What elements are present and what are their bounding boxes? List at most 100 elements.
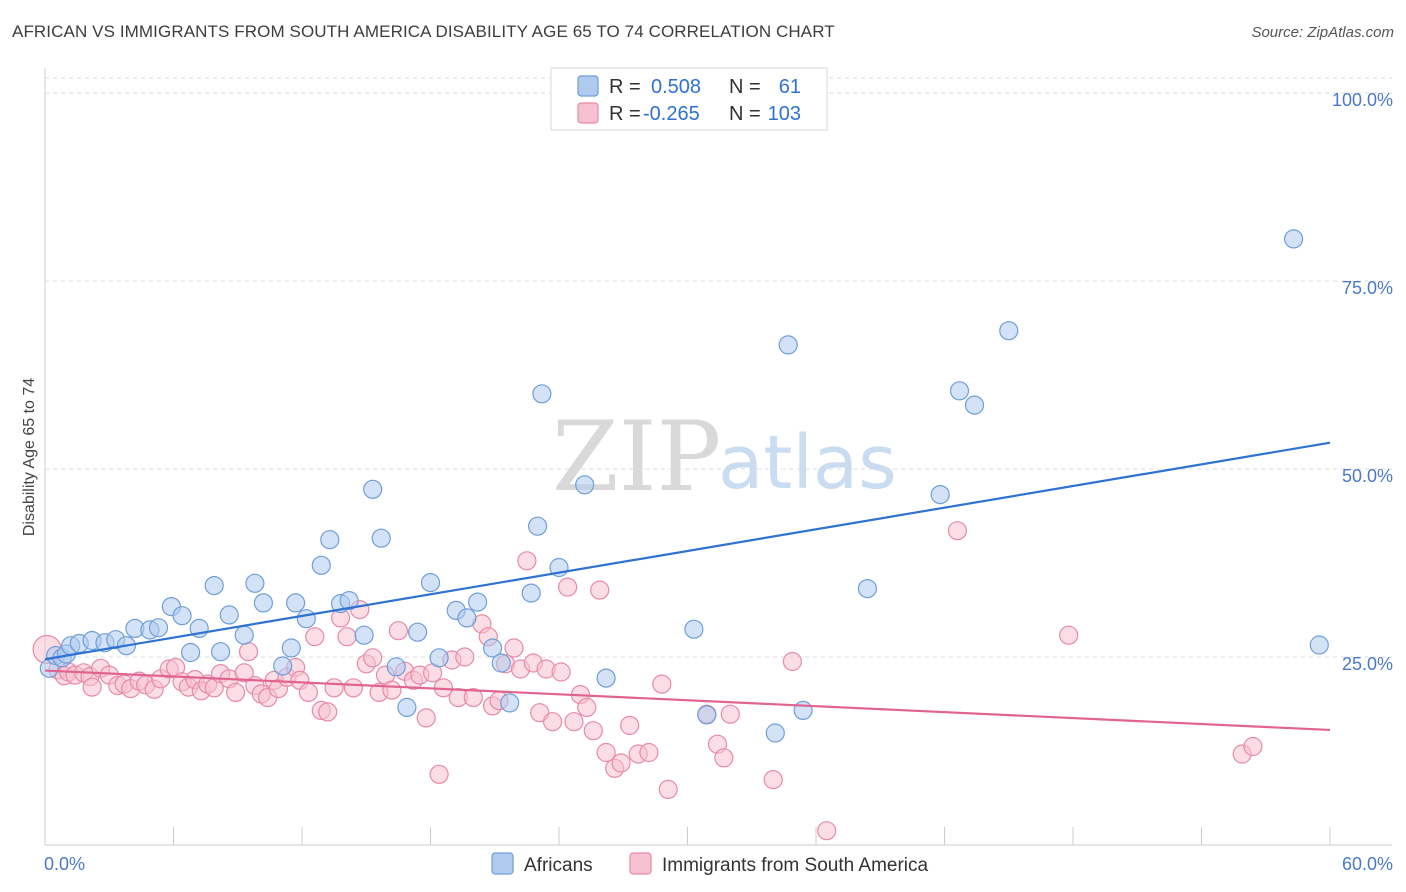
bottom-legend-immigrants: Immigrants from South America <box>662 855 929 876</box>
legend-box: R = 0.508 N = 61 R = -0.265 N = 103 <box>550 67 828 131</box>
legend-n-value-africans: 61 <box>779 76 801 98</box>
africans-trend-line <box>44 441 1331 661</box>
immigrants-point-96 <box>782 651 803 672</box>
africans-point-30 <box>339 590 359 611</box>
africans-point-52 <box>697 705 717 725</box>
africans-point-28 <box>320 530 340 550</box>
immigrants-point-76 <box>551 662 571 682</box>
immigrants-point-44 <box>337 627 357 647</box>
y-tick-label-3: 100.0% <box>1332 90 1393 110</box>
africans-point-12 <box>148 618 169 638</box>
africans-point-33 <box>371 528 391 548</box>
africans-point-21 <box>245 573 265 593</box>
trend-lines <box>44 441 1331 732</box>
legend-swatch-immigrants <box>577 102 599 124</box>
africans-point-51 <box>684 619 704 639</box>
africans-point-56 <box>857 578 878 599</box>
y-tick-label-2: 75.0% <box>1342 278 1393 298</box>
immigrants-point-78 <box>564 712 584 732</box>
immigrants-point-27 <box>226 682 246 703</box>
africans-point-32 <box>363 479 383 499</box>
immigrants-point-80 <box>577 697 597 718</box>
x-tick-labels: 0.0% 60.0% <box>44 854 1393 874</box>
legend-n-label-africans: N = <box>729 76 761 98</box>
legend-n-label-immigrants: N = <box>729 103 761 125</box>
immigrants-point-28 <box>234 663 254 683</box>
immigrants-point-83 <box>596 742 616 763</box>
africans-point-38 <box>429 648 449 668</box>
africans-point-37 <box>420 572 441 593</box>
africans-point-59 <box>964 395 985 415</box>
africans-point-27 <box>311 555 331 575</box>
africans-point-31 <box>354 625 374 645</box>
watermark-atlas: atlas <box>718 420 897 506</box>
immigrants-point-39 <box>305 627 325 647</box>
africans-point-55 <box>793 700 813 721</box>
chart-title: AFRICAN VS IMMIGRANTS FROM SOUTH AMERICA… <box>12 22 835 41</box>
africans-point-36 <box>408 622 428 642</box>
immigrants-point-42 <box>324 678 344 698</box>
africans-point-58 <box>949 381 970 401</box>
africans-point-19 <box>219 605 239 625</box>
immigrants-point-56 <box>416 708 436 728</box>
y-tick-label-1: 50.0% <box>1342 466 1393 486</box>
africans-point-60 <box>999 321 1019 341</box>
bottom-legend-africans: Africans <box>524 855 593 876</box>
immigrants-point-99 <box>1059 625 1079 645</box>
africans-point-45 <box>521 583 541 603</box>
immigrants-point-58 <box>429 764 449 784</box>
y-tick-labels: 25.0% 50.0% 75.0% 100.0% <box>1332 90 1393 674</box>
africans-point-25 <box>286 593 306 613</box>
africans-point-35 <box>397 697 417 718</box>
africans-point-18 <box>211 642 231 662</box>
immigrants-point-29 <box>238 642 259 662</box>
africans-point-62 <box>1309 635 1329 655</box>
legend-n-value-immigrants: 103 <box>768 103 801 125</box>
immigrants-point-77 <box>557 577 578 597</box>
africans-point-22 <box>253 593 273 613</box>
africans-point-57 <box>930 485 950 505</box>
immigrants-point-63 <box>463 687 483 708</box>
y-tick-label-0: 25.0% <box>1342 654 1393 674</box>
immigrants-point-90 <box>658 779 678 800</box>
immigrants-point-94 <box>720 704 740 724</box>
immigrants-point-38 <box>298 682 318 703</box>
bottom-legend: Africans Immigrants from South America <box>491 852 929 876</box>
x-tick-label-0: 0.0% <box>44 854 85 874</box>
y-axis-label: Disability Age 65 to 74 <box>21 378 38 536</box>
legend-r-label-africans: R = <box>609 76 641 98</box>
series-africans-points <box>39 229 1329 743</box>
immigrants-point-85 <box>611 753 631 773</box>
africans-point-23 <box>273 656 293 676</box>
immigrants-point-97 <box>817 821 837 841</box>
immigrants-trend-line <box>44 669 1331 732</box>
legend-r-label-immigrants: R = <box>609 103 641 125</box>
legend-r-value-africans: 0.508 <box>651 76 701 98</box>
immigrants-point-41 <box>318 702 338 722</box>
africans-point-14 <box>172 606 192 626</box>
immigrants-point-62 <box>455 647 475 667</box>
africans-point-20 <box>234 625 254 645</box>
source-label: Source: ZipAtlas.com <box>1251 24 1394 41</box>
immigrants-point-88 <box>639 742 659 763</box>
immigrants-point-86 <box>620 715 640 736</box>
immigrants-point-75 <box>542 712 563 732</box>
africans-point-17 <box>204 575 224 596</box>
africans-point-44 <box>500 693 520 713</box>
watermark: ZIP atlas <box>552 401 897 513</box>
africans-point-50 <box>596 668 616 688</box>
africans-point-43 <box>491 653 511 673</box>
africans-point-46 <box>527 516 548 536</box>
africans-point-54 <box>778 335 798 355</box>
immigrants-point-7 <box>82 677 102 697</box>
africans-point-26 <box>296 609 316 629</box>
immigrants-point-89 <box>652 674 672 694</box>
immigrants-point-98 <box>947 521 968 541</box>
immigrants-point-71 <box>517 551 537 571</box>
africans-point-41 <box>468 592 488 612</box>
immigrants-point-69 <box>504 638 524 658</box>
legend-r-value-immigrants: -0.265 <box>643 103 700 125</box>
immigrants-point-51 <box>382 680 402 700</box>
africans-point-49 <box>575 475 595 495</box>
